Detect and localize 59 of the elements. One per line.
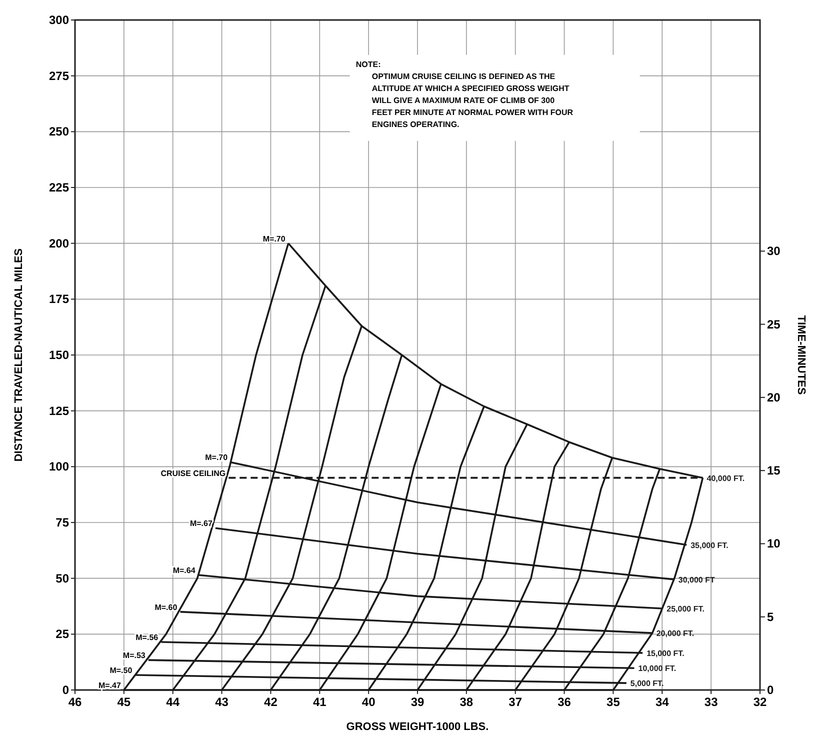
series-label: 30,000 FT: [678, 575, 715, 584]
x-tick-label: 32: [753, 695, 767, 709]
x-tick-label: 43: [215, 695, 229, 709]
x-tick-label: 45: [117, 695, 131, 709]
x-tick-label: 42: [264, 695, 278, 709]
series-label: 5,000 FT.: [630, 679, 664, 688]
y2-axis-title: TIME-MINUTES: [795, 315, 807, 395]
x-axis-title: GROSS WEIGHT-1000 LBS.: [346, 721, 489, 733]
series-label: 40,000 FT.: [706, 474, 745, 483]
annotation: M=.70: [205, 453, 228, 462]
annotation: M=.67: [190, 519, 213, 528]
annotation: M=.47: [98, 681, 122, 690]
x-tick-label: 34: [655, 695, 670, 709]
y-axis-title: DISTANCE TRAVELED-NAUTICAL MILES: [13, 248, 25, 462]
y-tick-label: 175: [48, 292, 70, 306]
y2-tick-label: 0: [767, 683, 774, 697]
x-tick-label: 41: [312, 695, 327, 709]
y2-tick-label: 30: [767, 244, 781, 258]
y2-tick-label: 20: [767, 390, 781, 404]
x-tick-label: 33: [704, 695, 718, 709]
x-tick-label: 40: [362, 695, 376, 709]
y-tick-label: 200: [48, 236, 70, 250]
y-tick-label: 225: [48, 180, 70, 194]
y-tick-label: 25: [56, 627, 70, 642]
series-label: 10,000 FT.: [638, 664, 676, 674]
x-tick-label: 44: [166, 695, 180, 709]
y2-tick-label: 10: [767, 536, 781, 551]
annotation: M=.70: [262, 234, 286, 244]
annotation: M=.53: [122, 651, 146, 660]
y-tick-label: 275: [48, 68, 70, 83]
x-tick-label: 36: [558, 695, 572, 709]
y-tick-label: 0: [62, 683, 70, 697]
y-tick-label: 100: [48, 460, 70, 474]
y-tick-label: 75: [56, 516, 70, 530]
y2-tick-label: 15: [767, 464, 781, 478]
annotation: CRUISE CEILING: [160, 468, 226, 478]
annotation: OPTIMUM CRUISE CEILING IS DEFINED AS THE ALTITUDE AT WHICH A SPECIFIED GROSS WEIGHT WILL GIVE A MAXIMUM RATE OF CLIMB OF 300 FEET PER MINUTE AT NORMAL POWER WITH FOUR ENGINES OPERATING.: [372, 72, 574, 129]
series-label: 15,000 FT.: [646, 648, 684, 658]
y-tick-label: 125: [48, 404, 70, 418]
x-tick-label: 38: [460, 695, 474, 709]
series-label: 25,000 FT.: [666, 604, 704, 614]
x-tick-label: 46: [68, 695, 82, 709]
y-tick-label: 250: [48, 124, 70, 139]
series-label: 35,000 FT.: [690, 540, 728, 550]
y-tick-label: 50: [56, 571, 70, 586]
x-tick-label: 39: [410, 695, 424, 709]
annotation: M=.60: [154, 602, 178, 612]
annotation: NOTE:: [356, 60, 381, 69]
series-label: 20,000 FT.: [656, 629, 694, 638]
note-box: NOTE: OPTIMUM CRUISE CEILING IS DEFINED AS THE ALTITUDE AT WHICH A SPECIFIED GROSS WEIGHT WILL GIVE A MAXIMUM RATE OF CLIMB OF 300 FEET PER MINUTE AT NORMAL POWER WITH FOUR ENGINES OPERATING.: [350, 54, 640, 141]
annotation: M=.50: [110, 666, 133, 676]
x-tick-label: 37: [508, 695, 522, 709]
annotation: M=.64: [172, 566, 196, 575]
annotation: M=.56: [136, 632, 159, 642]
y2-tick-label: 25: [767, 317, 781, 332]
x-tick-label: 35: [606, 695, 620, 709]
y-tick-label: 150: [48, 348, 70, 362]
y-tick-label: 300: [48, 13, 70, 27]
y2-tick-label: 5: [767, 610, 774, 624]
